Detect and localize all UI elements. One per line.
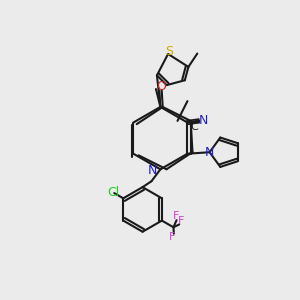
- Text: N: N: [198, 114, 208, 127]
- Text: N: N: [205, 146, 214, 159]
- Text: N: N: [148, 164, 157, 177]
- Text: F: F: [173, 211, 179, 221]
- Text: C: C: [191, 122, 199, 132]
- Text: S: S: [165, 45, 173, 58]
- Text: F: F: [169, 232, 175, 242]
- Text: F: F: [178, 216, 184, 226]
- Text: Cl: Cl: [107, 186, 119, 199]
- Text: O: O: [157, 80, 166, 93]
